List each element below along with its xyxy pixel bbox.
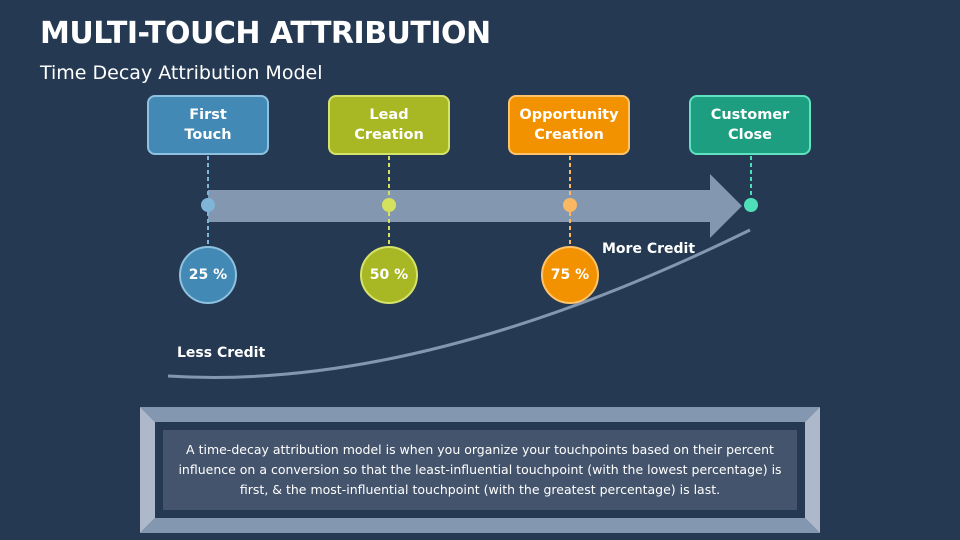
- stage-box-first-touch: First Touch: [147, 95, 269, 155]
- stage-box-lead-creation: Lead Creation: [328, 95, 450, 155]
- stage-box-customer-close: Customer Close: [689, 95, 811, 155]
- stage-box-opportunity-creation: Opportunity Creation: [508, 95, 630, 155]
- frame-right: [805, 407, 820, 533]
- description-panel: A time-decay attribution model is when y…: [163, 430, 797, 510]
- dot-opportunity-creation: [563, 198, 577, 212]
- less-credit-label: Less Credit: [177, 345, 266, 361]
- dot-first-touch: [201, 198, 215, 212]
- percent-circle-50: 50 %: [360, 246, 418, 304]
- dot-customer-close: [744, 198, 758, 212]
- page-title: MULTI-TOUCH ATTRIBUTION: [40, 16, 491, 51]
- more-credit-label: More Credit: [602, 241, 696, 257]
- percent-circle-75: 75 %: [541, 246, 599, 304]
- description-text: A time-decay attribution model is when y…: [178, 442, 782, 497]
- timeline-arrow: [208, 174, 742, 238]
- credit-curve: [167, 228, 751, 379]
- frame-top: [140, 407, 820, 422]
- dot-lead-creation: [382, 198, 396, 212]
- frame-bottom: [140, 518, 820, 533]
- frame-left: [140, 407, 155, 533]
- page-subtitle: Time Decay Attribution Model: [40, 62, 323, 84]
- percent-circle-25: 25 %: [179, 246, 237, 304]
